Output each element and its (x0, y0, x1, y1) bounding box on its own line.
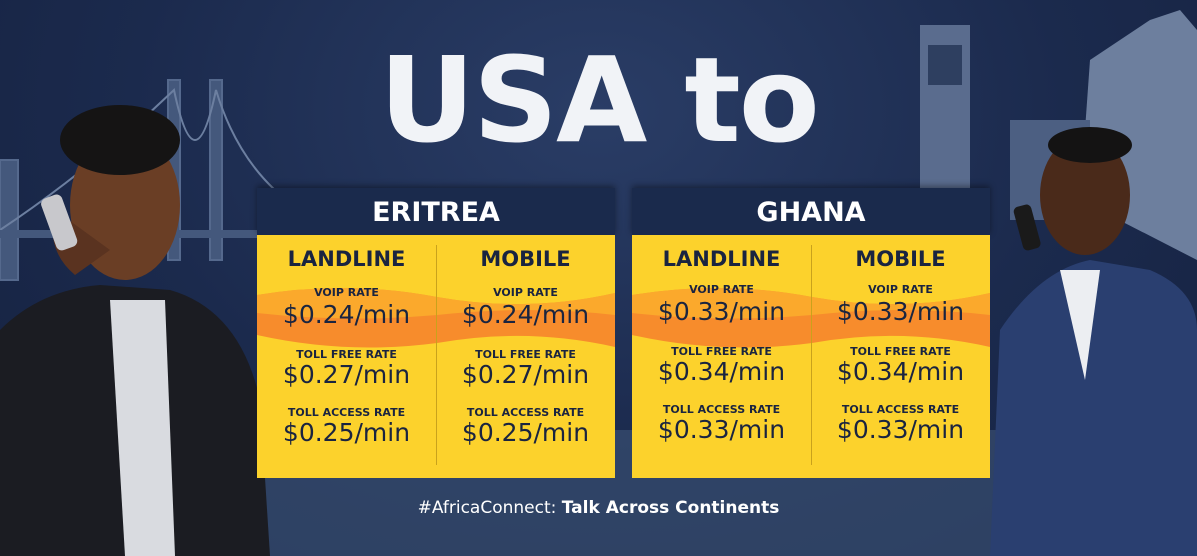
column-divider (436, 245, 437, 465)
rate-label: TOLL FREE RATE (671, 345, 772, 358)
column-label: MOBILE (855, 247, 946, 271)
rate-label: TOLL ACCESS RATE (662, 403, 781, 416)
hashtag: #AfricaConnect: (417, 498, 557, 518)
rate-value: $0.34/min (836, 357, 965, 386)
rate-value: $0.33/min (657, 415, 786, 444)
panel-body: LANDLINE VOIP RATE $0.24/min TOLL FREE RATE… (257, 235, 615, 478)
rate-value: $0.25/min (282, 418, 411, 447)
rate-column: MOBILE VOIP RATE $0.24/min TOLL FREE RATE $0… (436, 235, 615, 478)
rate-label: VOIP RATE (314, 286, 379, 299)
rate-label: VOIP RATE (868, 283, 933, 296)
rate-value: $0.25/min (461, 418, 590, 447)
rate-label: TOLL ACCESS RATE (466, 406, 585, 419)
panel-body: LANDLINE VOIP RATE $0.33/min TOLL FREE RATE… (632, 235, 990, 478)
rate-value: $0.24/min (282, 300, 411, 329)
column-label: MOBILE (480, 247, 571, 271)
rate-label: TOLL ACCESS RATE (841, 403, 960, 416)
rate-label: TOLL ACCESS RATE (287, 406, 406, 419)
rate-column: LANDLINE VOIP RATE $0.33/min TOLL FREE RATE… (632, 235, 811, 478)
headline: USA to (379, 31, 820, 169)
column-label: LANDLINE (287, 247, 406, 271)
rate-value: $0.33/min (657, 297, 786, 326)
rate-label: VOIP RATE (493, 286, 558, 299)
rate-column: MOBILE VOIP RATE $0.33/min TOLL FREE RATE $0… (811, 235, 990, 478)
rate-value: $0.27/min (282, 360, 411, 389)
rate-value: $0.34/min (657, 357, 786, 386)
rate-label: TOLL FREE RATE (296, 348, 397, 361)
rate-value: $0.33/min (836, 415, 965, 444)
tagline: Talk Across Continents (561, 498, 780, 518)
rate-value: $0.24/min (461, 300, 590, 329)
column-divider (811, 245, 812, 465)
rate-value: $0.33/min (836, 297, 965, 326)
rate-value: $0.27/min (461, 360, 590, 389)
country-name: GHANA (632, 188, 990, 235)
country-panel: GHANA LANDLINE VOIP RATE $0.33/min TOLL FREE… (632, 188, 990, 478)
column-label: LANDLINE (662, 247, 781, 271)
country-panel: ERITREA LANDLINE VOIP RATE $0.24/min TOLL FR… (257, 188, 615, 478)
rate-label: TOLL FREE RATE (850, 345, 951, 358)
rate-column: LANDLINE VOIP RATE $0.24/min TOLL FREE RATE… (257, 235, 436, 478)
rate-label: TOLL FREE RATE (475, 348, 576, 361)
rate-label: VOIP RATE (689, 283, 754, 296)
country-name: ERITREA (257, 188, 615, 235)
footer: #AfricaConnect: Talk Across Continents (0, 498, 1197, 518)
